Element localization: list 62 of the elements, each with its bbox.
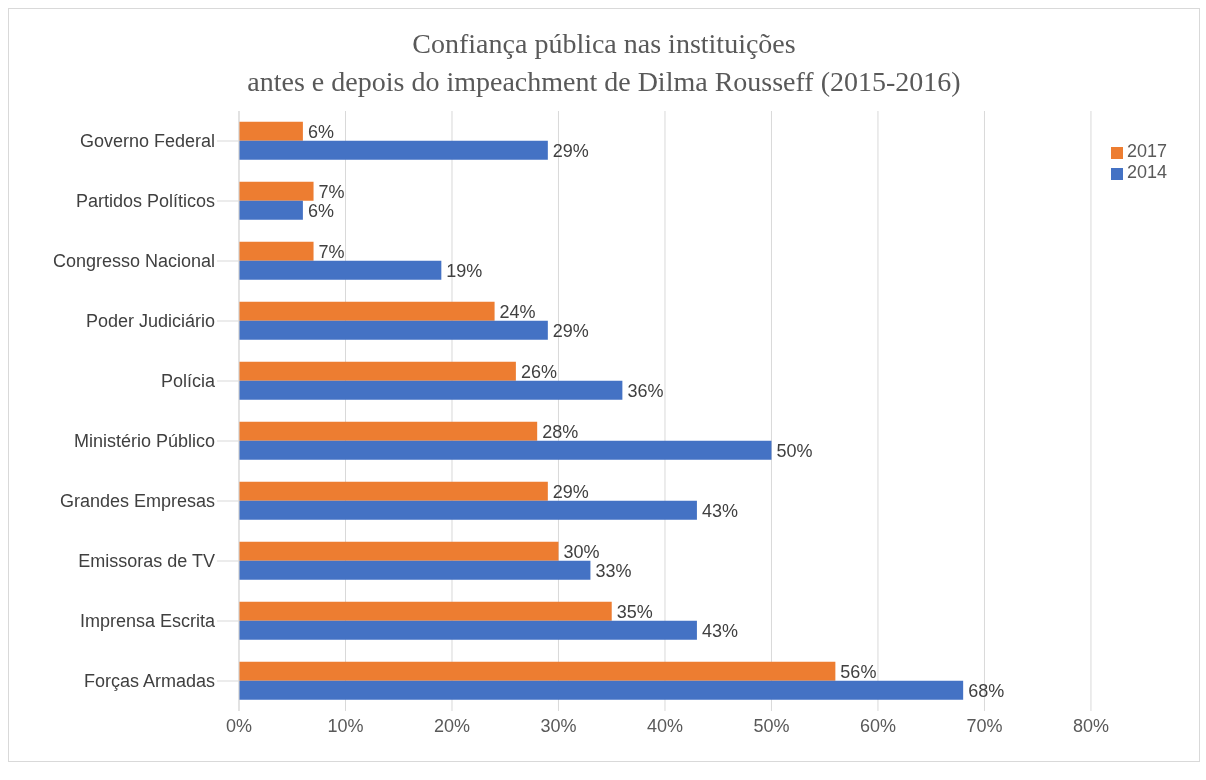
x-tick-label: 0% <box>225 715 253 736</box>
data-label: 26% <box>520 361 557 382</box>
data-label: 19% <box>446 260 483 281</box>
bar <box>239 620 697 640</box>
data-label: 28% <box>542 421 579 442</box>
bar <box>239 241 314 261</box>
legend-label: 2014 <box>1126 162 1167 182</box>
bar <box>239 500 697 520</box>
data-label: 29% <box>552 481 589 502</box>
y-tick-label: Partidos Políticos <box>75 191 215 212</box>
x-tick-label: 70% <box>966 715 1003 736</box>
bar <box>239 560 591 580</box>
y-tick-label: Grandes Empresas <box>59 491 215 512</box>
x-tick-label: 10% <box>327 715 364 736</box>
data-label: 33% <box>595 560 632 581</box>
data-label: 7% <box>318 181 345 202</box>
bar <box>239 140 548 160</box>
data-label: 43% <box>701 500 738 521</box>
bar <box>239 541 559 561</box>
data-label: 36% <box>627 380 664 401</box>
data-label: 29% <box>552 320 589 341</box>
data-label: 50% <box>776 440 813 461</box>
y-tick-label: Governo Federal <box>79 131 215 152</box>
y-tick-label: Polícia <box>160 371 216 392</box>
x-tick-label: 30% <box>540 715 577 736</box>
y-tick-label: Ministério Público <box>73 431 215 452</box>
bar <box>239 481 548 501</box>
data-label: 35% <box>616 601 653 622</box>
bar <box>239 121 303 141</box>
bar <box>239 421 538 441</box>
data-label: 68% <box>968 680 1005 701</box>
bar <box>239 200 303 220</box>
bar <box>239 260 442 280</box>
bar <box>239 380 623 400</box>
data-label: 6% <box>307 121 334 142</box>
data-label: 43% <box>701 620 738 641</box>
legend-label: 2017 <box>1126 141 1167 161</box>
bar <box>239 680 964 700</box>
y-tick-label: Congresso Nacional <box>52 251 215 272</box>
bar <box>239 181 314 201</box>
x-tick-label: 40% <box>646 715 683 736</box>
data-label: 56% <box>840 661 877 682</box>
x-tick-label: 20% <box>433 715 470 736</box>
bar <box>239 601 612 621</box>
chart-title: Confiança pública nas instituições antes e depois do impeachment de Dilma Rousseff (2015-2016) <box>246 27 962 99</box>
data-label: 6% <box>307 200 334 221</box>
data-label: 7% <box>318 241 345 262</box>
bar <box>239 440 772 460</box>
y-tick-label: Forças Armadas <box>83 671 215 692</box>
x-tick-label: 50% <box>753 715 790 736</box>
bar <box>239 661 836 681</box>
data-label: 29% <box>552 140 589 161</box>
y-tick-label: Imprensa Escrita <box>79 611 216 632</box>
data-label: 24% <box>499 301 536 322</box>
x-tick-label: 60% <box>859 715 896 736</box>
data-label: 30% <box>563 541 600 562</box>
bar <box>239 361 516 381</box>
bar <box>239 320 548 340</box>
y-tick-label: Emissoras de TV <box>78 551 215 572</box>
bar <box>239 301 495 321</box>
y-tick-label: Poder Judiciário <box>85 311 215 332</box>
x-tick-label: 80% <box>1072 715 1109 736</box>
